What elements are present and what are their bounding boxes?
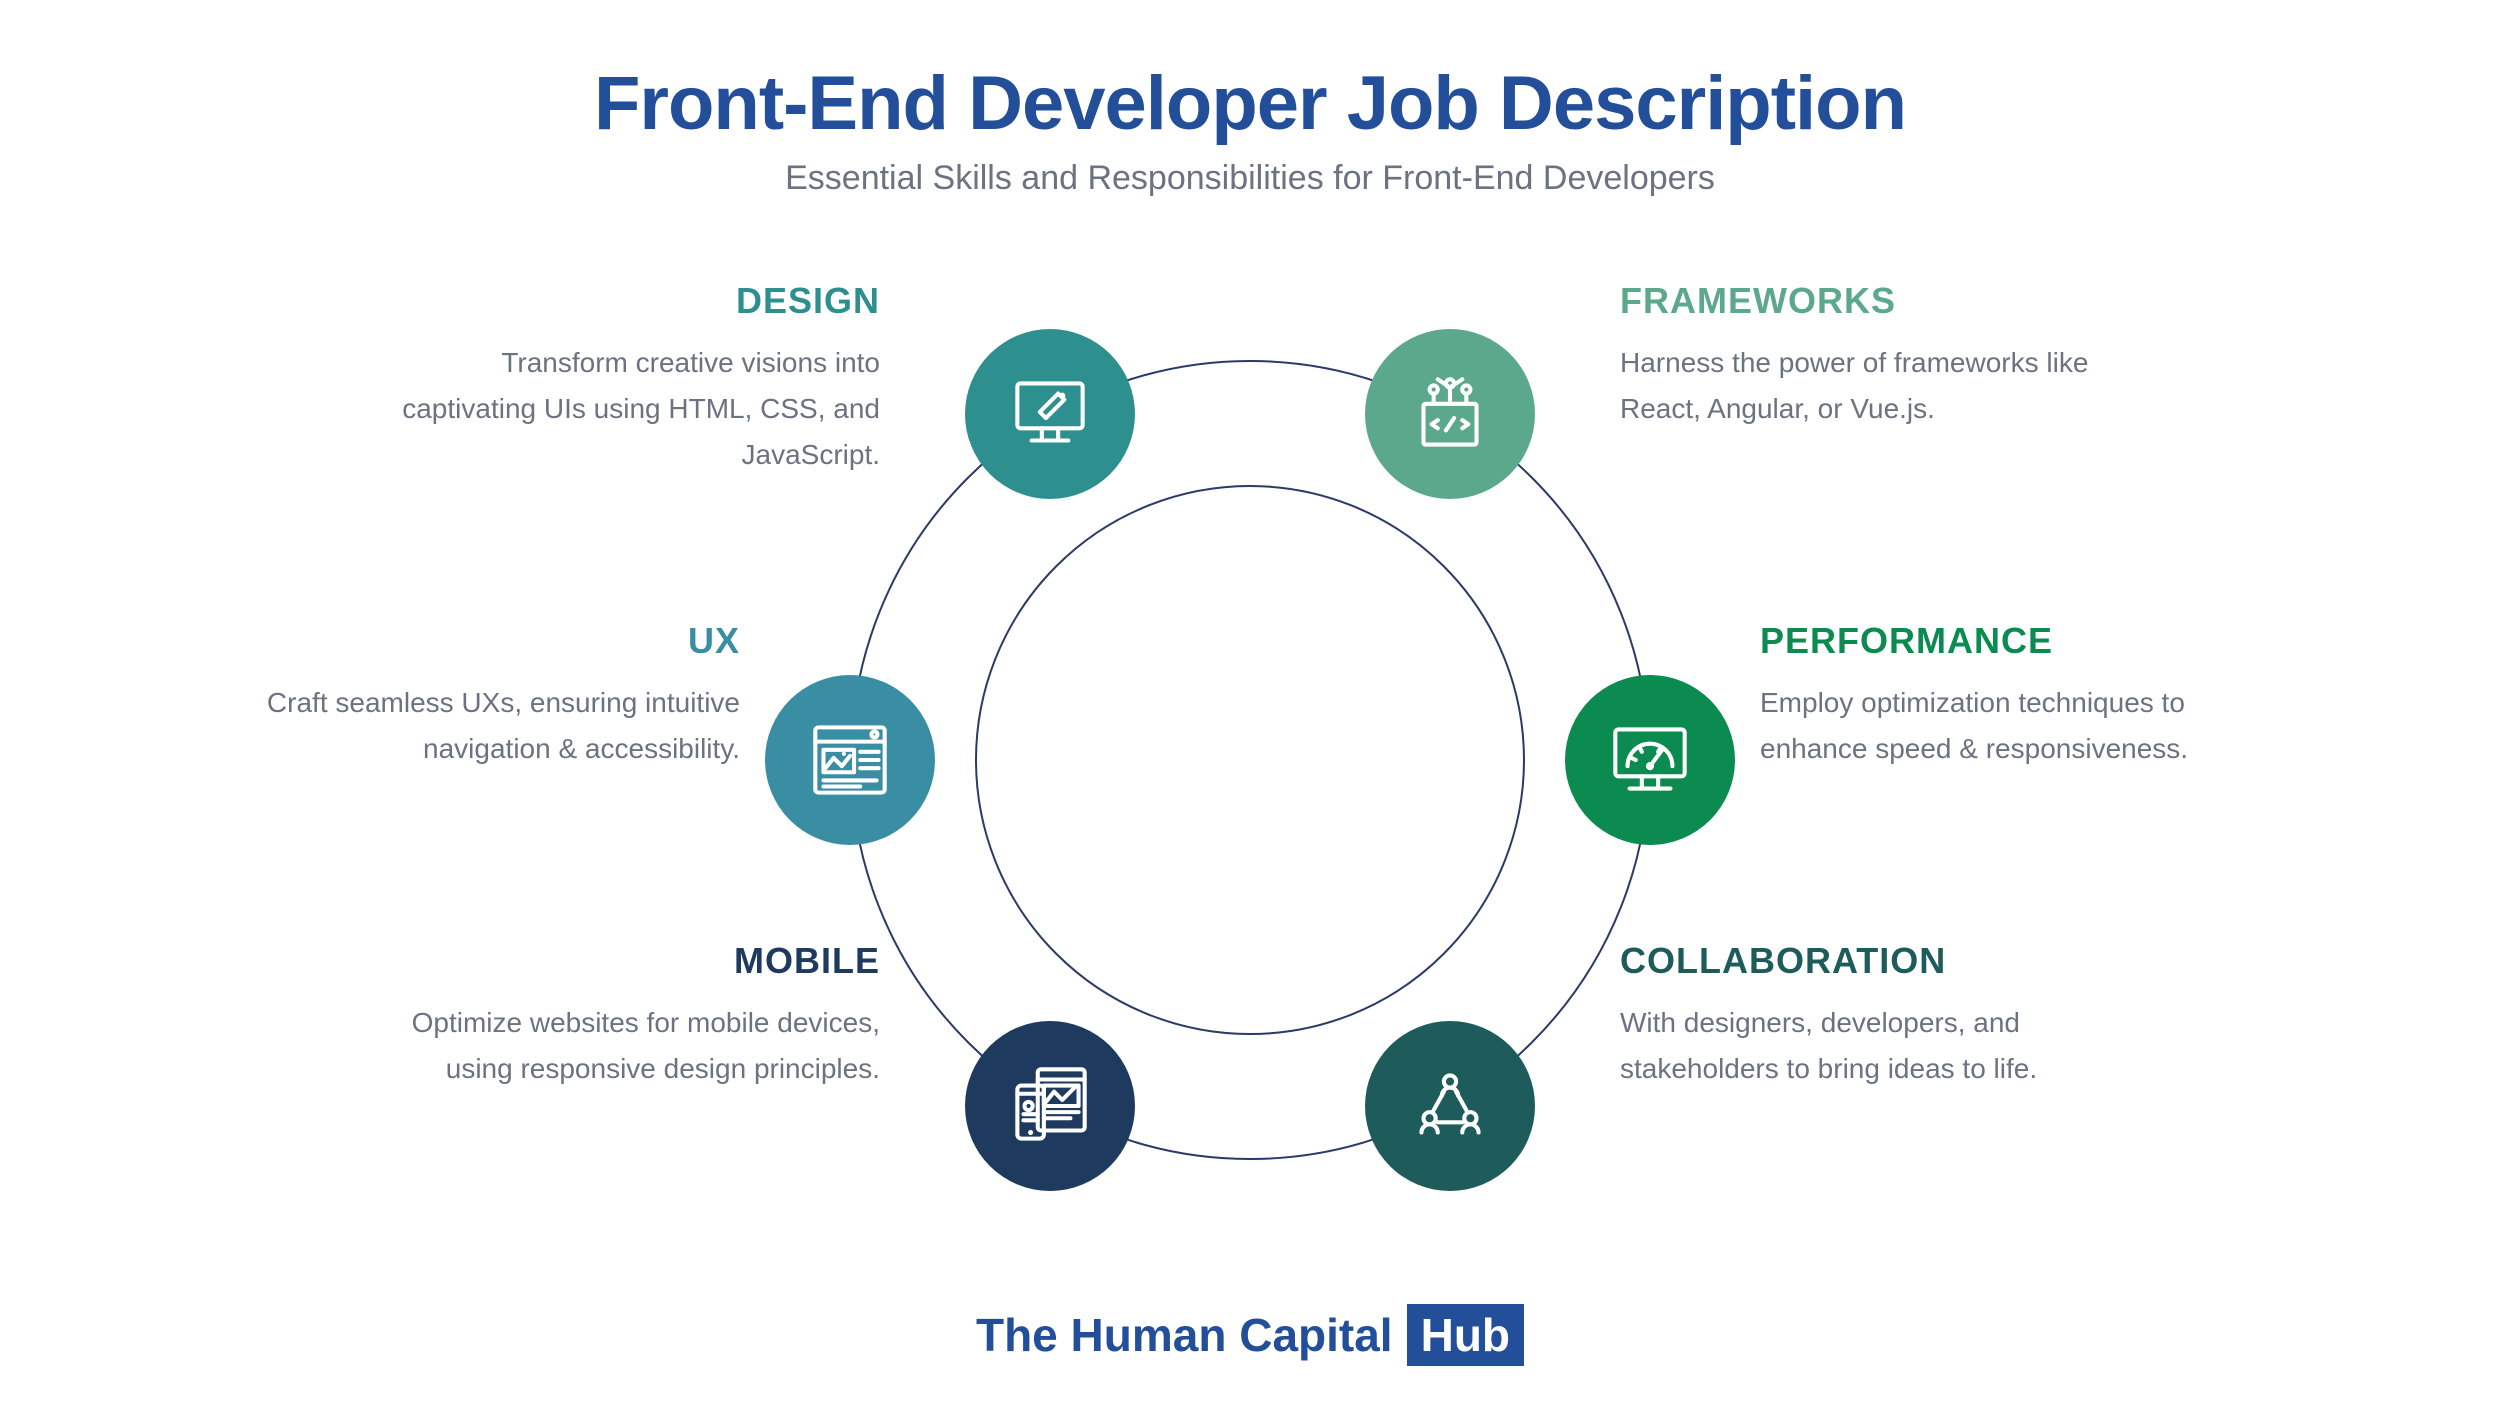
block-title-design: DESIGN	[360, 280, 880, 322]
node-frameworks	[1365, 329, 1535, 499]
footer-prefix: The Human Capital	[976, 1308, 1393, 1362]
block-title-collaboration: COLLABORATION	[1620, 940, 2140, 982]
node-performance	[1565, 675, 1735, 845]
node-mobile	[965, 1021, 1135, 1191]
performance-icon	[1599, 709, 1701, 811]
node-ux	[765, 675, 935, 845]
block-title-performance: PERFORMANCE	[1760, 620, 2280, 662]
block-title-ux: UX	[220, 620, 740, 662]
text-block-frameworks: FRAMEWORKS Harness the power of framewor…	[1620, 280, 2140, 432]
circular-diagram	[750, 260, 1750, 1260]
text-block-design: DESIGN Transform creative visions into c…	[360, 280, 880, 479]
block-desc-design: Transform creative visions into captivat…	[360, 340, 880, 479]
node-collaboration	[1365, 1021, 1535, 1191]
block-desc-performance: Employ optimization techniques to enhanc…	[1760, 680, 2280, 772]
block-desc-mobile: Optimize websites for mobile devices, us…	[360, 1000, 880, 1092]
infographic-container: Front-End Developer Job Description Esse…	[0, 0, 2500, 1406]
block-title-frameworks: FRAMEWORKS	[1620, 280, 2140, 322]
mobile-icon	[999, 1055, 1101, 1157]
collaboration-icon	[1399, 1055, 1501, 1157]
text-block-collaboration: COLLABORATION With designers, developers…	[1620, 940, 2140, 1092]
header: Front-End Developer Job Description Esse…	[0, 0, 2500, 198]
text-block-performance: PERFORMANCE Employ optimization techniqu…	[1760, 620, 2280, 772]
text-block-mobile: MOBILE Optimize websites for mobile devi…	[360, 940, 880, 1092]
node-design	[965, 329, 1135, 499]
block-desc-ux: Craft seamless UXs, ensuring intuitive n…	[220, 680, 740, 772]
frameworks-icon	[1399, 363, 1501, 465]
inner-ring	[975, 485, 1525, 1035]
page-title: Front-End Developer Job Description	[0, 60, 2500, 147]
page-subtitle: Essential Skills and Responsibilities fo…	[0, 159, 2500, 198]
block-title-mobile: MOBILE	[360, 940, 880, 982]
brand-footer: The Human Capital Hub	[976, 1304, 1524, 1366]
block-desc-collaboration: With designers, developers, and stakehol…	[1620, 1000, 2140, 1092]
footer-box: Hub	[1407, 1304, 1524, 1366]
text-block-ux: UX Craft seamless UXs, ensuring intuitiv…	[220, 620, 740, 772]
block-desc-frameworks: Harness the power of frameworks like Rea…	[1620, 340, 2140, 432]
ux-icon	[799, 709, 901, 811]
design-icon	[999, 363, 1101, 465]
